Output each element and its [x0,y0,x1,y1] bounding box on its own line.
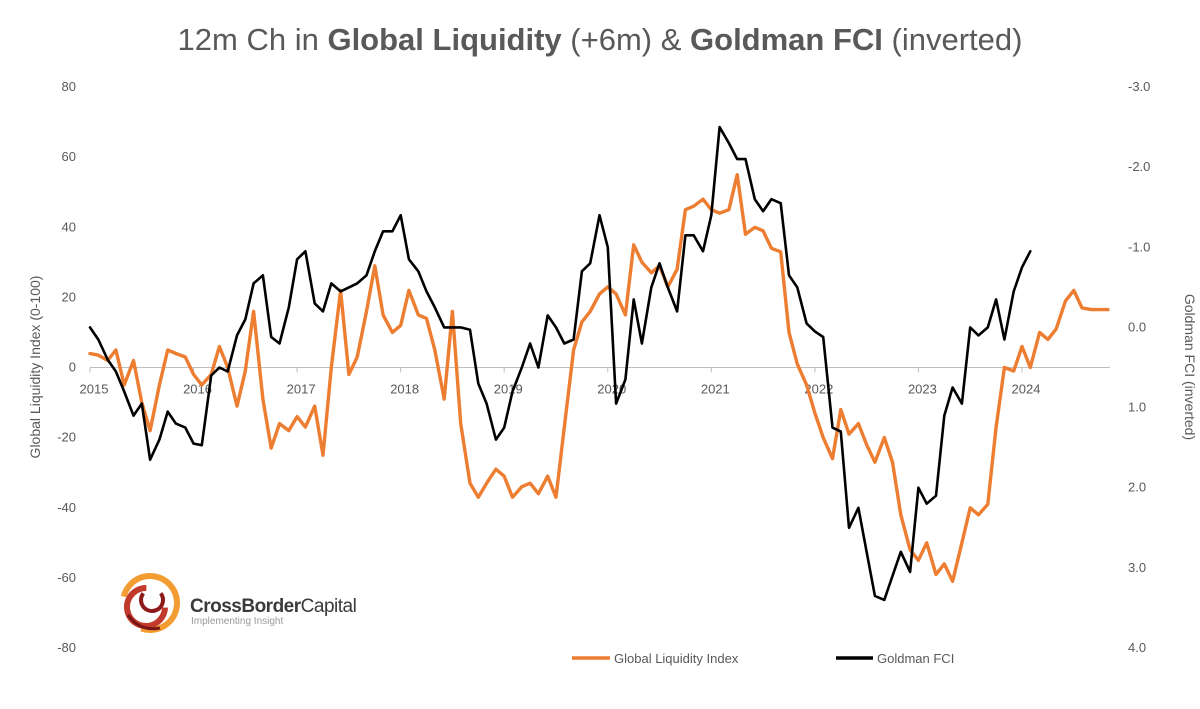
legend: Global Liquidity Index Goldman FCI [572,651,954,666]
y-tick-label: 20 [62,289,76,304]
chart-title: 12m Ch in Global Liquidity (+6m) & Goldm… [0,22,1200,58]
x-tick-label: 2022 [804,382,833,397]
svg-text:CrossBorderCapital: CrossBorderCapital [190,596,356,617]
logo-tagline: Implementing Insight [191,616,283,627]
chart-title-part: 12m Ch in [177,22,328,57]
x-tick-label: 2021 [701,382,730,397]
series-layer [88,125,1110,602]
y2-tick-label: -3.0 [1128,79,1150,94]
y2-tick-label: 4.0 [1128,640,1146,655]
y-tick-label: -20 [57,430,76,445]
x-tick-label: 2018 [390,382,419,397]
y-axis-title: Global Liquidity Index (0-100) [27,276,43,459]
y-tick-label: 0 [69,360,76,375]
legend-label-goldman-fci: Goldman FCI [877,651,954,666]
x-tick-label: 2023 [908,382,937,397]
chart-title-part: (+6m) & [561,22,691,57]
crossborder-capital-logo: CrossBorderCapital Implementing Insight [120,573,357,633]
x-tick-label: 2016 [183,382,212,397]
y-tick-label: 60 [62,149,76,164]
y2-tick-label: 0.0 [1128,319,1146,334]
x-tick-label: 2019 [494,382,523,397]
y2-tick-label: 1.0 [1128,400,1146,415]
y2-tick-label: -1.0 [1128,239,1150,254]
logo-mark-icon [120,573,180,633]
y-tick-label: -60 [57,570,76,585]
y2-tick-label: -2.0 [1128,159,1150,174]
logo-name-light: Capital [301,596,357,617]
legend-label-global-liquidity: Global Liquidity Index [614,651,739,666]
x-tick-label: 2017 [287,382,316,397]
chart-title-part: (inverted) [882,22,1023,57]
axes-layer: 80 60 40 20 0 -20 -40 -60 -80 -3.0 -2.0 -1.0 0.0 1.0 2… [57,79,1150,655]
y-tick-label: 40 [62,219,76,234]
y2-axis-title: Goldman FCI (inverted) [1182,294,1198,440]
chart-title-part: Global Liquidity [327,22,562,57]
y-tick-label: 80 [62,79,76,94]
logo-name-bold: CrossBorder [190,596,302,617]
y2-tick-label: 3.0 [1128,560,1146,575]
x-tick-label: 2015 [80,382,109,397]
chart-title-part: Goldman FCI [690,22,883,57]
y-tick-label: -40 [57,500,76,515]
series-line-goldman-fci [88,125,1032,602]
series-line-global-liquidity [88,172,1110,584]
x-tick-label: 2024 [1012,382,1041,397]
y-tick-label: -80 [57,640,76,655]
y2-tick-label: 2.0 [1128,480,1146,495]
